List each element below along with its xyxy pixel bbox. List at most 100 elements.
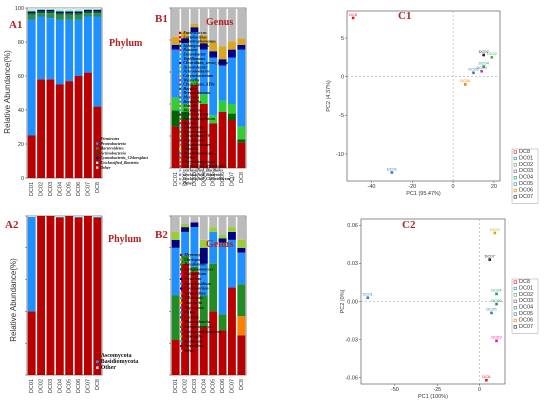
x-tick-label: DC02 — [183, 172, 189, 186]
bar-segment — [181, 43, 189, 104]
bar-segment — [37, 11, 45, 14]
legend-label: Basidiomycota — [101, 359, 139, 365]
bar-segment — [199, 8, 208, 36]
y-tick-label: -0.03 — [345, 337, 358, 343]
bar-segment — [84, 13, 92, 17]
legend-label: DC05 — [519, 181, 533, 187]
y-tick-label: 0.06 — [347, 223, 358, 229]
plot-frame — [170, 7, 247, 169]
bar-segment — [228, 239, 236, 288]
bar-segment — [171, 239, 180, 248]
bar-segment — [65, 19, 74, 82]
point-label: DC8 — [349, 12, 358, 17]
legend-label: Ascomycota — [101, 353, 132, 359]
bar-segment — [199, 104, 208, 168]
bar-segment — [46, 79, 55, 178]
bar-segment — [218, 235, 227, 239]
x-tick-label: DC02 — [39, 182, 45, 196]
x-tick-label: -20 — [408, 184, 416, 190]
bar-segment — [228, 231, 236, 240]
legend-swatch — [179, 83, 182, 86]
legend-label: Aureobasidium — [183, 281, 211, 286]
data-point — [482, 53, 485, 57]
bar-segment — [218, 46, 227, 60]
bar-segment — [218, 314, 227, 331]
bar-segment — [74, 9, 83, 12]
bar-segment — [228, 287, 236, 375]
bar-segment — [171, 44, 180, 50]
bar-segment — [218, 59, 227, 66]
panel-title: Genus — [206, 17, 233, 28]
panel-letter: A1 — [9, 19, 22, 31]
bar-segment — [209, 115, 218, 124]
bar-segment — [209, 123, 218, 168]
y-tick-label: 0.03 — [347, 261, 358, 267]
bar-segment — [237, 316, 246, 336]
point-label: DC06 — [491, 298, 502, 303]
bar-segment — [228, 41, 236, 50]
bar-segment — [199, 239, 208, 248]
legend-label: DC04 — [519, 305, 533, 311]
bar-segment — [171, 247, 180, 296]
bar-segment — [228, 216, 236, 228]
legend-label: Clavispora — [184, 257, 203, 262]
legend-label: Clostridium_XIVa — [183, 82, 214, 87]
data-point — [493, 231, 497, 235]
bar-segment — [199, 216, 208, 240]
legend-swatch — [513, 318, 517, 323]
legend-label: Shinella — [183, 103, 197, 108]
bar-segment — [181, 263, 189, 375]
panel-c2: -50 -25 0 -0.06 -0.03 0.00 0.03 0.06 PC1 (100%) P… — [340, 218, 539, 400]
bar-segment — [37, 13, 45, 17]
bar-segment — [237, 44, 246, 50]
bar-segment — [84, 8, 92, 10]
legend-swatch — [96, 161, 99, 164]
panel-letter: B2 — [155, 229, 168, 241]
point-label: DC07 — [485, 253, 496, 258]
legend-swatch — [180, 297, 183, 300]
bar-segment — [93, 8, 102, 9]
x-tick-label: DC03 — [48, 379, 54, 393]
legend-swatch — [513, 150, 517, 154]
bar-segment — [171, 295, 180, 341]
legend-label: Leuconostoc — [182, 125, 205, 130]
legend-label: Sterigmatomyces — [184, 266, 214, 271]
bar-segment — [46, 11, 55, 14]
legend-swatch — [96, 166, 99, 169]
bar-segment — [55, 14, 64, 20]
bar-segment — [37, 16, 45, 80]
point-label: DC02 — [490, 227, 501, 232]
x-tick-label: DC07 — [85, 379, 91, 393]
legend-swatch — [513, 306, 517, 310]
legend-label: Bacillus — [182, 86, 198, 91]
legend-label: Clostridium_sensu_stricto — [183, 60, 228, 65]
bar-segment — [199, 327, 208, 375]
legend-swatch — [513, 163, 517, 167]
y-tick-label: 60 — [18, 74, 24, 80]
x-tick-label: DC03 — [192, 172, 198, 186]
bar-segment — [209, 57, 218, 116]
bar-segment — [190, 84, 199, 168]
bar-segment — [55, 84, 64, 178]
plot-frame — [26, 215, 103, 376]
legend-swatch — [180, 277, 183, 280]
bar-segment — [237, 239, 246, 248]
point-label: DC01 — [387, 166, 398, 171]
legend-swatch — [96, 147, 99, 150]
legend-label: Sphaerulina — [184, 290, 205, 295]
bar-segment — [209, 263, 218, 312]
legend-label: Proteobacteria — [100, 141, 125, 146]
panel-title: Phylum — [108, 234, 142, 245]
point-label: DC01 — [363, 291, 374, 296]
x-tick-label: -40 — [368, 184, 376, 190]
bar-segment — [84, 8, 92, 9]
bar-segment — [65, 9, 74, 12]
legend-label: Ochrobactrum — [183, 112, 209, 117]
bar-segment — [209, 41, 218, 52]
legend-label: Other — [183, 181, 193, 186]
bar-segment — [171, 216, 180, 232]
legend-label: Cutaneotrichosporon — [184, 329, 221, 334]
legend-label: Stenotrophomonas — [183, 39, 216, 44]
x-tick-label: DC8 — [95, 379, 101, 390]
point-label: DC03 — [477, 65, 488, 70]
